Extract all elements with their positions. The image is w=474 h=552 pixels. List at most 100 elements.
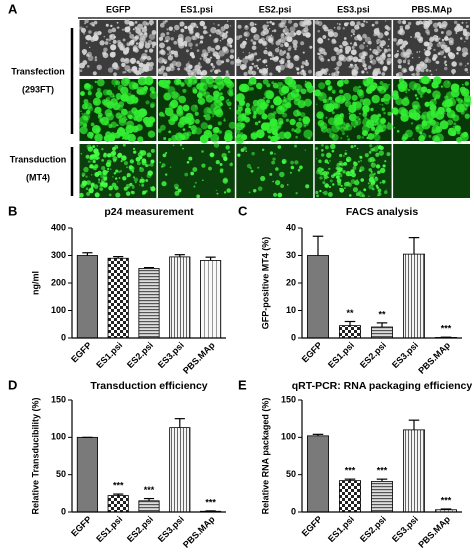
cell-dot <box>347 138 351 141</box>
micrograph <box>235 76 315 145</box>
cell-dot <box>378 85 387 94</box>
cell-dot <box>336 162 341 168</box>
cell-dot <box>225 85 228 87</box>
cell-dot <box>440 31 444 34</box>
cell-dot <box>357 26 360 29</box>
cell-dot <box>443 80 451 89</box>
cell-dot <box>353 161 358 167</box>
cell-dot <box>362 102 365 105</box>
column-header: EGFP <box>106 4 131 14</box>
cell-dot <box>146 152 152 158</box>
cell-dot <box>458 62 463 66</box>
cell-dot <box>138 43 144 49</box>
cell-dot <box>277 145 282 149</box>
cell-dot <box>323 24 326 27</box>
cell-dot <box>164 35 171 42</box>
cell-dot <box>164 107 174 117</box>
micrograph <box>314 77 393 142</box>
cell-dot <box>357 58 361 62</box>
cell-dot <box>92 159 96 164</box>
y-axis-label: ng/ml <box>30 271 40 295</box>
cell-dot <box>464 31 471 37</box>
cell-dot <box>130 39 135 45</box>
cell-dot <box>132 28 135 31</box>
cell-dot <box>329 179 333 183</box>
x-tick-label: ES1.psi <box>326 514 356 544</box>
cell-dot <box>134 181 137 184</box>
cell-dot <box>106 89 113 96</box>
cell-dot <box>295 192 298 195</box>
cell-dot <box>410 122 414 125</box>
cell-dot <box>457 129 460 132</box>
chart-title: FACS analysis <box>346 206 419 218</box>
cell-dot <box>138 155 143 160</box>
cell-dot <box>143 63 146 67</box>
cell-dot <box>79 62 86 69</box>
cell-dot <box>368 151 372 154</box>
cell-dot <box>305 25 309 29</box>
cell-dot <box>321 118 324 120</box>
cell-dot <box>309 45 313 49</box>
cell-dot <box>128 21 134 26</box>
cell-dot <box>192 68 197 73</box>
cell-dot <box>228 121 236 129</box>
cell-dot <box>461 47 468 54</box>
cell-dot <box>132 147 136 150</box>
cell-dot <box>297 109 299 111</box>
cell-dot <box>169 113 179 122</box>
cell-dot <box>331 149 335 153</box>
cell-dot <box>201 163 206 168</box>
x-tick-label: EGFP <box>300 514 324 538</box>
cell-dot <box>347 181 350 184</box>
cell-dot <box>223 119 226 122</box>
cell-dot <box>273 192 278 197</box>
cell-dot <box>453 20 458 25</box>
cell-dot <box>441 38 445 42</box>
cell-dot <box>273 96 283 106</box>
cell-dot <box>81 172 86 177</box>
cell-dot <box>381 107 386 111</box>
cell-dot <box>137 23 144 30</box>
cell-dot <box>340 137 343 139</box>
cell-dot <box>425 29 430 34</box>
cell-dot <box>95 157 99 161</box>
cell-dot <box>133 150 137 154</box>
cell-dot <box>304 61 310 67</box>
cell-dot <box>95 91 103 99</box>
cell-dot <box>275 180 281 186</box>
cell-dot <box>328 185 331 189</box>
cell-dot <box>367 121 370 124</box>
cell-dot <box>180 28 185 33</box>
cell-dot <box>334 122 338 127</box>
cell-dot <box>348 113 357 122</box>
cell-dot <box>364 67 368 71</box>
cell-dot <box>128 31 132 35</box>
cell-dot <box>317 21 323 27</box>
cell-dot <box>180 82 185 87</box>
cell-dot <box>84 102 86 105</box>
cell-dot <box>103 152 107 156</box>
cell-dot <box>211 109 217 116</box>
cell-dot <box>207 46 212 51</box>
cell-dot <box>280 60 285 65</box>
cell-dot <box>443 47 449 52</box>
cell-dot <box>193 185 196 188</box>
cell-dot <box>338 89 344 94</box>
cell-dot <box>461 21 464 24</box>
cell-dot <box>215 159 220 165</box>
x-tick-label: ES2.psi <box>125 340 155 370</box>
cell-dot <box>417 115 420 118</box>
cell-dot <box>360 178 365 182</box>
cell-dot <box>208 166 212 171</box>
cell-dot <box>318 38 324 44</box>
cell-dot <box>102 52 109 59</box>
cell-dot <box>387 38 390 41</box>
cell-dot <box>219 168 224 172</box>
cell-dot <box>182 104 190 112</box>
cell-dot <box>90 182 96 188</box>
cell-dot <box>80 183 85 189</box>
cell-dot <box>160 165 164 168</box>
cell-dot <box>139 56 145 62</box>
cell-dot <box>180 134 186 141</box>
cell-dot <box>96 145 99 147</box>
